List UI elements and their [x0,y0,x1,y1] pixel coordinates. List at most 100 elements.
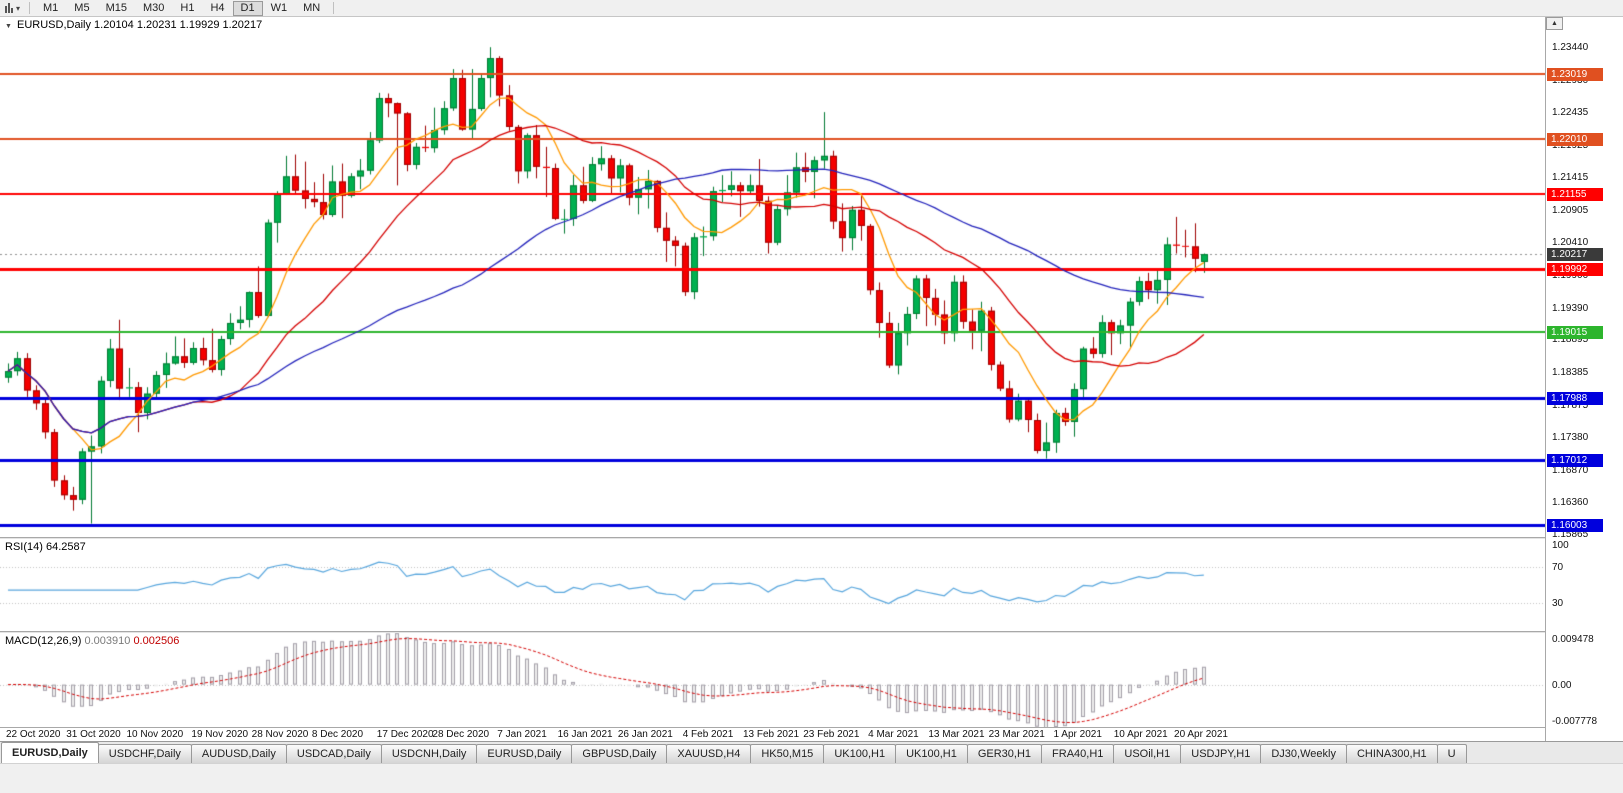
chart-tab-4[interactable]: USDCAD,Daily [285,744,382,763]
chart-tab-11[interactable]: UK100,H1 [895,744,968,763]
top-toolbar: ▾ M1 M5 M15 M30 H1 H4 D1 W1 MN [0,0,1623,17]
macd-panel: MACD(12,26,9) 0.003910 0.002506 [0,633,1545,727]
chart-tabbar: EURUSD,Daily USDCHF,Daily AUDUSD,Daily USDC… [0,741,1623,763]
rsi-name: RSI(14) [5,541,43,553]
price-chart-canvas[interactable] [0,17,1545,537]
price-line-tag: 1.17988 [1547,391,1603,405]
chart-symbol-label: EURUSD,Daily [17,19,91,31]
price-tick: 1.20410 [1552,236,1589,248]
macd-main-value: 0.003910 [84,635,131,647]
price-tick: 1.18385 [1552,367,1589,379]
price-line-tag: 1.17012 [1547,454,1603,468]
toolbar-separator [333,2,335,14]
date-label: 17 Dec 2020 [376,729,434,740]
date-label: 31 Oct 2020 [66,729,121,740]
date-label: 4 Mar 2021 [868,729,919,740]
macd-name: MACD(12,26,9) [5,635,82,647]
price-tick: 1.21415 [1552,172,1589,184]
current-price-tag: 1.20217 [1547,248,1603,262]
date-label: 23 Mar 2021 [988,729,1045,740]
date-label: 10 Apr 2021 [1113,729,1168,740]
chart-title: ▼ EURUSD,Daily 1.20104 1.20231 1.19929 1… [5,19,262,31]
price-tick: 1.20905 [1552,205,1589,217]
panel-divider[interactable] [0,537,1545,539]
timeframe-group: M1 M5 M15 M30 H1 H4 D1 W1 MN [35,0,328,16]
chart-tab-17[interactable]: CHINA300,H1 [1345,744,1438,763]
rsi-label: RSI(14) 64.2587 [5,541,86,553]
main-chart-panel: ▼ EURUSD,Daily 1.20104 1.20231 1.19929 1… [0,17,1545,537]
price-tick: 1.17875 [1552,399,1589,411]
price-tick: 1.23440 [1552,42,1589,54]
timeframe-button-w1[interactable]: W1 [270,1,288,14]
chart-tab-15[interactable]: USDJPY,H1 [1180,744,1262,763]
candlestick-chart-icon[interactable] [5,3,13,13]
chart-tab-10[interactable]: UK100,H1 [823,744,897,763]
date-label: 28 Dec 2020 [432,729,490,740]
price-tick: 1.22435 [1552,106,1589,118]
date-label: 28 Nov 2020 [251,729,309,740]
price-line-tag: 1.22010 [1547,133,1603,147]
chart-tab-3[interactable]: AUDUSD,Daily [190,744,287,763]
date-label: 19 Nov 2020 [191,729,249,740]
status-bar [0,763,1623,793]
chart-tab-18[interactable]: U [1436,744,1467,763]
timeframe-button-h1[interactable]: H1 [180,1,195,14]
rsi-axis-label: 30 [1552,598,1564,610]
timeframe-button-d1[interactable]: D1 [232,0,263,16]
date-label: 4 Feb 2021 [682,729,734,740]
date-label: 13 Mar 2021 [928,729,985,740]
timeframe-button-mn[interactable]: MN [303,1,321,14]
rsi-panel: RSI(14) 64.2587 [0,539,1545,631]
date-label: 22 Oct 2020 [6,729,61,740]
macd-label: MACD(12,26,9) 0.003910 0.002506 [5,635,179,647]
date-label: 26 Jan 2021 [617,729,673,740]
date-label: 7 Jan 2021 [497,729,547,740]
date-label: 16 Jan 2021 [557,729,613,740]
chart-tab-1[interactable]: EURUSD,Daily [1,742,99,763]
price-axis[interactable]: ▲ 1.234401.229301.224351.219251.214151.2… [1545,17,1623,741]
timeframe-button-m5[interactable]: M5 [74,1,90,14]
chart-tab-8[interactable]: XAUUSD,H4 [666,744,752,763]
date-label: 23 Feb 2021 [803,729,860,740]
date-label: 1 Apr 2021 [1053,729,1102,740]
panel-divider[interactable] [0,631,1545,633]
price-line-tag: 1.23019 [1547,68,1603,82]
toolbar-separator [29,2,31,14]
date-label: 10 Nov 2020 [126,729,184,740]
macd-axis-label: 0.00 [1552,679,1572,691]
timeframe-button-m30[interactable]: M30 [142,1,165,14]
chart-tab-13[interactable]: FRA40,H1 [1041,744,1115,763]
macd-signal-value: 0.002506 [133,635,180,647]
chart-tab-2[interactable]: USDCHF,Daily [97,744,192,763]
price-tick: 1.17380 [1552,431,1589,443]
rsi-canvas[interactable] [0,539,1545,631]
date-axis[interactable]: 22 Oct 2020 31 Oct 2020 10 Nov 2020 19 Nov … [0,727,1545,741]
price-tick: 1.16360 [1552,497,1589,509]
price-line-tag: 1.19992 [1547,262,1603,276]
chart-tab-14[interactable]: USOil,H1 [1113,744,1182,763]
macd-axis-label: -0.007778 [1552,716,1598,727]
price-tick: 1.16870 [1552,464,1589,476]
price-tick: 1.15865 [1552,529,1589,541]
timeframe-button-m15[interactable]: M15 [105,1,127,14]
price-tick: 1.18895 [1552,334,1589,346]
timeframe-button-m1[interactable]: M1 [43,1,59,14]
chart-tab-12[interactable]: GER30,H1 [966,744,1043,763]
macd-canvas[interactable] [0,633,1545,727]
chart-tab-16[interactable]: DJ30,Weekly [1260,744,1347,763]
chart-tab-5[interactable]: USDCNH,Daily [380,744,478,763]
rsi-value: 64.2587 [45,541,86,553]
chart-tab-6[interactable]: EURUSD,Daily [476,744,573,763]
chart-tab-7[interactable]: GBPUSD,Daily [571,744,668,763]
price-line-tag: 1.19015 [1547,325,1603,339]
caret-down-icon: ▼ [5,23,12,30]
price-line-tag: 1.21155 [1547,188,1603,202]
date-label: 20 Apr 2021 [1174,729,1228,740]
date-label: 8 Dec 2020 [311,729,364,740]
chart-tab-9[interactable]: HK50,M15 [750,744,825,763]
caret-down-icon[interactable]: ▾ [16,3,21,13]
scroll-up-button[interactable]: ▲ [1546,17,1563,30]
macd-axis-label: 0.009478 [1552,634,1594,645]
price-line-tag: 1.16003 [1547,519,1603,533]
timeframe-button-h4[interactable]: H4 [210,1,225,14]
